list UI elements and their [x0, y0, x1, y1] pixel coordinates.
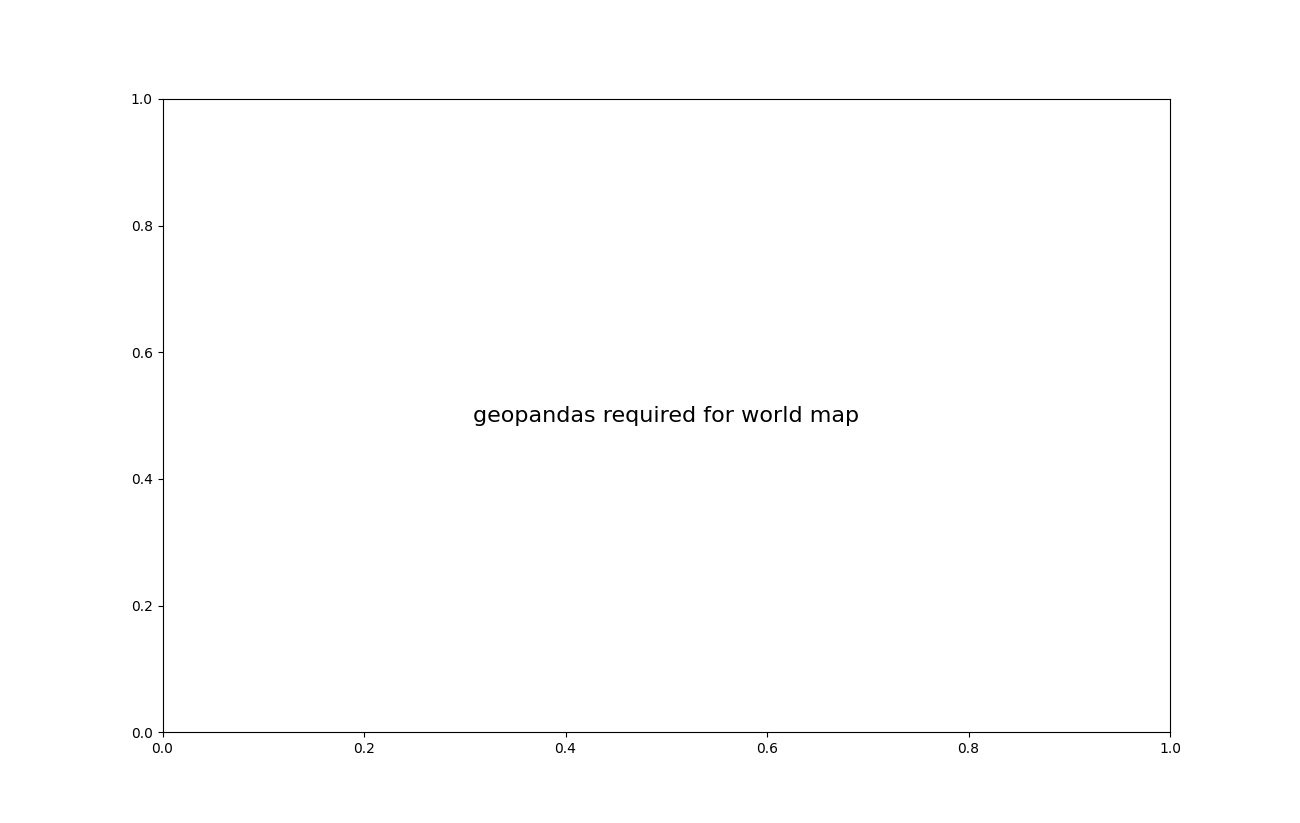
Text: geopandas required for world map: geopandas required for world map	[473, 406, 859, 425]
